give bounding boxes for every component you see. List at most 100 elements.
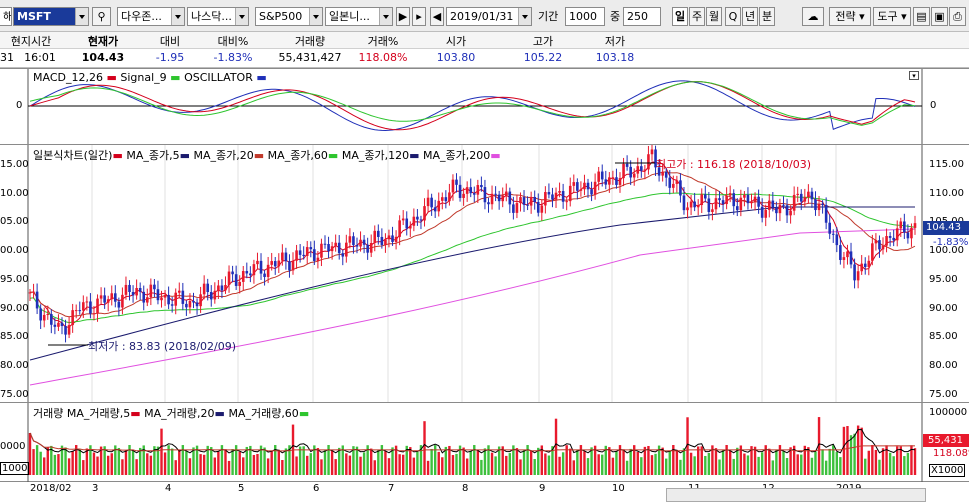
- tf-min-button[interactable]: 분: [759, 7, 775, 26]
- save-icon: ▣: [934, 10, 945, 23]
- play-icon: ▸: [416, 10, 422, 23]
- oscillator-line: [29, 81, 916, 126]
- toolbar: 해 MSFT ⚲ 다우존... 나스닥... S&P500 일본니... ▶ ▸…: [0, 0, 969, 32]
- header-low: 저가: [604, 35, 626, 48]
- legend-ma5: MA_종가,5: [126, 149, 180, 162]
- macd-legend: MACD_12,26 ▬ Signal_9 ▬ OSCILLATOR ▬: [33, 71, 267, 84]
- price-tick-left: 90.00: [0, 302, 29, 314]
- count-label: 중: [610, 10, 621, 23]
- symbol-input[interactable]: MSFT: [13, 7, 89, 26]
- vol-left-tick: 0000: [0, 441, 26, 452]
- search-button[interactable]: ⚲: [92, 7, 111, 26]
- tf-month-button[interactable]: 월: [706, 7, 722, 26]
- price-tick-right: 110.00: [929, 187, 964, 199]
- volume-pane[interactable]: 거래량 MA_거래량,5▬ MA_거래량,20▬ MA_거래량,60▬ 1000…: [0, 402, 969, 482]
- vlegend-ma20: MA_거래량,20: [144, 407, 215, 420]
- macd-legend-macd: MACD_12,26: [33, 71, 103, 84]
- play-button[interactable]: ▸: [412, 7, 426, 26]
- x-tick-label: 5: [238, 483, 245, 494]
- print-button[interactable]: ⎙: [949, 7, 966, 26]
- legend-ma20: MA_종가,20: [193, 149, 254, 162]
- prev-button[interactable]: ◀: [430, 7, 444, 26]
- vol-current-tag: 55,431: [923, 434, 969, 447]
- open-button[interactable]: ▤: [913, 7, 930, 26]
- price-tick-left: 95.00: [0, 273, 29, 285]
- header-time: 현지시간: [10, 35, 52, 48]
- search-icon: ⚲: [97, 10, 106, 23]
- x-tick-label: 6: [313, 483, 320, 494]
- cloud-button[interactable]: ☁: [802, 7, 824, 26]
- vlegend-ma5: MA_거래량,5: [66, 407, 131, 420]
- period-input[interactable]: 1000: [565, 7, 605, 26]
- price-tick-right: 100.00: [929, 245, 964, 257]
- index3-select[interactable]: 일본니...: [325, 7, 393, 26]
- exchange-select[interactable]: 다우존...: [117, 7, 185, 26]
- time-value: 16:01: [24, 51, 56, 64]
- price-gridlines: [91, 145, 837, 402]
- volume-value: 55,431,427: [278, 51, 342, 64]
- strategy-button[interactable]: 전략 ▾: [829, 7, 871, 26]
- macd-legend-signal: Signal_9: [120, 71, 167, 84]
- price-tick-left: 05.00: [0, 216, 29, 228]
- count-input[interactable]: 250: [623, 7, 661, 26]
- index1-select[interactable]: 나스닥...: [187, 7, 249, 26]
- price-tick-left: 75.00: [0, 388, 29, 400]
- x-tick-label: 4: [165, 483, 172, 494]
- vol-tick-100000: 100000: [929, 407, 968, 418]
- tools-button[interactable]: 도구 ▾: [873, 7, 911, 26]
- high-value: 105.22: [523, 51, 563, 64]
- date-input[interactable]: 2019/01/31: [446, 7, 532, 26]
- low-annotation: 최저가 : 83.83 (2018/02/09): [88, 340, 237, 353]
- header-price: 현재가: [87, 35, 119, 48]
- x-tick-label: 3: [92, 483, 99, 494]
- chart-scrollbar[interactable]: [666, 488, 926, 502]
- tf-week-button[interactable]: 주: [689, 7, 705, 26]
- index2-select[interactable]: S&P500: [255, 7, 323, 26]
- macd-pane[interactable]: MACD_12,26 ▬ Signal_9 ▬ OSCILLATOR ▬ 0 0…: [0, 68, 969, 144]
- tools-label: 도구: [877, 10, 898, 23]
- macd-zero-right: 0: [930, 100, 937, 111]
- next-button[interactable]: ▶: [396, 7, 410, 26]
- time-prefix: 31: [0, 51, 14, 64]
- period-label: 기간: [538, 10, 559, 23]
- header-change-pct: 대비%: [217, 35, 249, 48]
- header-volume-pct: 거래%: [367, 35, 399, 48]
- legend-ma60: MA_종가,60: [267, 149, 328, 162]
- legend-ma200: MA_종가,200: [422, 149, 491, 162]
- price-tick-right: 90.00: [929, 302, 958, 314]
- price-tick-left: 80.00: [0, 359, 29, 371]
- price-tick-left: 10.00: [0, 187, 29, 199]
- play-right-icon: ▶: [398, 10, 408, 23]
- volume-legend: 거래량 MA_거래량,5▬ MA_거래량,20▬ MA_거래량,60▬: [33, 407, 310, 420]
- volume-pct-value: 118.08%: [358, 51, 408, 64]
- vol-left-unit: 1000: [0, 462, 30, 475]
- price-tick-right: 115.00: [929, 159, 964, 170]
- pane-expand-button[interactable]: ▾: [909, 71, 919, 80]
- open-value: 103.80: [436, 51, 476, 64]
- play-left-icon: ◀: [432, 10, 442, 23]
- tf-year-button[interactable]: 년: [742, 7, 758, 26]
- folder-icon: ▤: [916, 10, 927, 23]
- current-pct-tag: -1.83%: [933, 237, 969, 248]
- header-change: 대비: [159, 35, 181, 48]
- header-high: 고가: [532, 35, 554, 48]
- x-tick-label: 8: [462, 483, 469, 494]
- save-button[interactable]: ▣: [931, 7, 948, 26]
- tf-q-button[interactable]: Q: [725, 7, 741, 26]
- macd-line: [29, 80, 916, 132]
- vlegend-volume: 거래량: [33, 407, 64, 420]
- macd-legend-osc: OSCILLATOR: [184, 71, 253, 84]
- mode-box[interactable]: 해: [0, 7, 12, 26]
- tf-day-button[interactable]: 일: [672, 7, 688, 26]
- price-tick-left: 00.00: [0, 245, 29, 257]
- cloud-icon: ☁: [807, 10, 819, 23]
- price-tick-right: 85.00: [929, 331, 958, 343]
- legend-candle: 일본식차트(일간): [33, 149, 113, 162]
- vol-unit: X1000: [929, 464, 966, 477]
- x-tick-label: 2018/02: [30, 483, 72, 494]
- price-tick-right: 80.00: [929, 359, 958, 371]
- legend-ma120: MA_종가,120: [341, 149, 410, 162]
- price-pane[interactable]: 일본식차트(일간)▬ MA_종가,5▬ MA_종가,20▬ MA_종가,60▬ …: [0, 144, 969, 402]
- x-tick-label: 9: [539, 483, 546, 494]
- vlegend-ma60: MA_거래량,60: [228, 407, 299, 420]
